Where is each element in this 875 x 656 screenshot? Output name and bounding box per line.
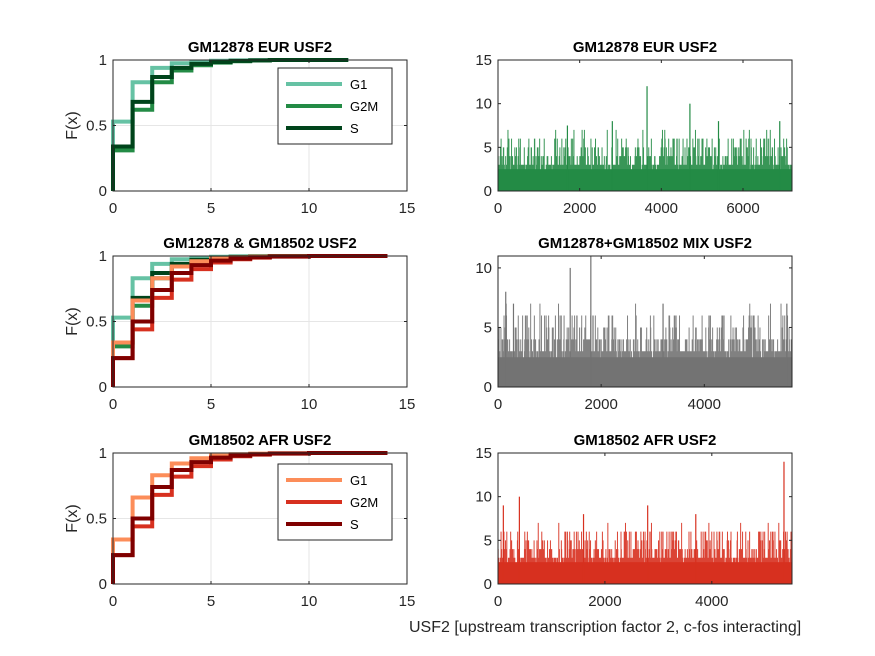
y-axis-label: F(x) bbox=[64, 111, 81, 139]
panel-6: 0 2000 4000 0 5 10 15 GM18502 AFR USF2 bbox=[475, 432, 793, 610]
legend-label: G2M bbox=[350, 495, 378, 510]
y-tick-label: 15 bbox=[475, 445, 492, 462]
x-tick-label: 15 bbox=[399, 593, 416, 610]
x-tick-label: 10 bbox=[301, 200, 318, 217]
y-tick-label: 0 bbox=[99, 183, 107, 200]
x-tick-label: 0 bbox=[494, 593, 502, 610]
y-tick-label: 15 bbox=[475, 52, 492, 69]
y-tick-label: 0 bbox=[484, 379, 492, 396]
y-tick-label: 0 bbox=[484, 576, 492, 593]
y-tick-label: 0.5 bbox=[86, 118, 107, 135]
figure-xlabel: USF2 [upstream transcription factor 2, c… bbox=[409, 619, 801, 636]
x-tick-label: 0 bbox=[109, 396, 117, 413]
y-tick-label: 5 bbox=[484, 532, 492, 549]
legend-label: G1 bbox=[350, 473, 367, 488]
x-tick-label: 10 bbox=[301, 396, 318, 413]
chart-title: GM12878 EUR USF2 bbox=[573, 39, 717, 56]
x-tick-label: 0 bbox=[494, 396, 502, 413]
panel-2: 0 2000 4000 6000 0 5 10 15 GM12878 EUR USF2 bbox=[475, 39, 793, 217]
x-tick-label: 0 bbox=[109, 200, 117, 217]
x-tick-label: 2000 bbox=[584, 396, 617, 413]
x-tick-label: 0 bbox=[494, 200, 502, 217]
bar-base-fill bbox=[498, 357, 792, 387]
x-tick-label: 2000 bbox=[588, 593, 621, 610]
legend: G1 G2M S bbox=[277, 463, 393, 541]
x-tick-label: 2000 bbox=[563, 200, 596, 217]
cdf-series-3 bbox=[111, 451, 388, 584]
y-tick-label: 0.5 bbox=[86, 314, 107, 331]
y-tick-label: 10 bbox=[475, 489, 492, 506]
legend-label: G1 bbox=[350, 77, 367, 92]
x-tick-label: 10 bbox=[301, 593, 318, 610]
x-tick-label: 5 bbox=[207, 396, 215, 413]
chart-title: GM18502 AFR USF2 bbox=[574, 432, 717, 449]
y-tick-label: 0 bbox=[484, 183, 492, 200]
panel-3: 0 5 10 15 0 0.5 1 GM12878 & GM18502 USF2 F(x) bbox=[64, 235, 415, 413]
panel-4: 0 2000 4000 0 5 10 GM12878+GM18502 MIX USF2 bbox=[475, 235, 793, 413]
legend: G1 G2M S bbox=[277, 67, 393, 145]
x-tick-label: 6000 bbox=[726, 200, 759, 217]
y-tick-label: 1 bbox=[99, 248, 107, 265]
y-axis-label: F(x) bbox=[64, 504, 81, 532]
bar-base-fill bbox=[498, 562, 792, 584]
x-tick-label: 5 bbox=[207, 593, 215, 610]
cdf-series-6 bbox=[111, 254, 388, 387]
y-tick-label: 0 bbox=[99, 576, 107, 593]
panel-1: 0 5 10 15 0 0.5 1 GM12878 EUR USF2 F(x) G1 G2M S bbox=[64, 39, 415, 217]
x-tick-label: 4000 bbox=[645, 200, 678, 217]
legend-label: G2M bbox=[350, 99, 378, 114]
y-tick-label: 0.5 bbox=[86, 511, 107, 528]
x-tick-label: 4000 bbox=[688, 396, 721, 413]
y-tick-label: 0 bbox=[99, 379, 107, 396]
bar-base-fill bbox=[498, 169, 792, 191]
legend-label: S bbox=[350, 517, 359, 532]
y-tick-label: 10 bbox=[475, 96, 492, 113]
chart-title: GM18502 AFR USF2 bbox=[189, 432, 332, 449]
axes-box bbox=[497, 255, 793, 388]
x-tick-label: 15 bbox=[399, 396, 416, 413]
x-tick-label: 15 bbox=[399, 200, 416, 217]
chart-title: GM12878+GM18502 MIX USF2 bbox=[538, 235, 752, 252]
x-tick-label: 4000 bbox=[695, 593, 728, 610]
y-tick-label: 1 bbox=[99, 52, 107, 69]
y-tick-label: 1 bbox=[99, 445, 107, 462]
y-tick-label: 10 bbox=[475, 260, 492, 277]
panel-5: 0 5 10 15 0 0.5 1 GM18502 AFR USF2 F(x) G1 G2M S bbox=[64, 432, 415, 610]
y-tick-label: 5 bbox=[484, 139, 492, 156]
x-tick-label: 5 bbox=[207, 200, 215, 217]
legend-label: S bbox=[350, 121, 359, 136]
axes-box bbox=[497, 452, 793, 585]
y-tick-label: 5 bbox=[484, 319, 492, 336]
chart-title: GM12878 & GM18502 USF2 bbox=[163, 235, 356, 252]
axes-box bbox=[497, 59, 793, 192]
chart-title: GM12878 EUR USF2 bbox=[188, 39, 332, 56]
y-axis-label: F(x) bbox=[64, 307, 81, 335]
x-tick-label: 0 bbox=[109, 593, 117, 610]
